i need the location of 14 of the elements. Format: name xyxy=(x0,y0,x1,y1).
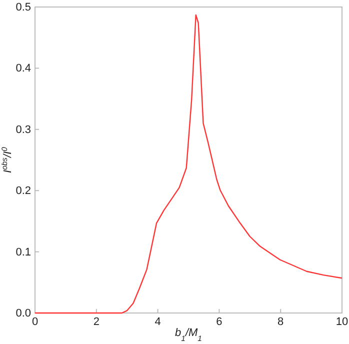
y-tick-label: 0.3 xyxy=(16,124,31,136)
line-series xyxy=(34,14,343,314)
y-tick-label: 0.4 xyxy=(16,62,31,75)
x-tick-label: 10 xyxy=(336,316,348,328)
x-tick-label: 0 xyxy=(32,316,38,328)
y-tick-label: 0.2 xyxy=(16,185,31,198)
y-tick-label: 0.1 xyxy=(16,246,31,258)
x-tick-label: 4 xyxy=(154,316,161,328)
y-tick-label: 0.0 xyxy=(16,308,31,320)
x-tick-label: 2 xyxy=(93,316,100,328)
x-axis-title: b$_{1}$/M$_{1}$ xyxy=(175,327,202,342)
y-tick-label: 0.5 xyxy=(16,2,31,14)
x-tick-label: 6 xyxy=(216,316,222,328)
x-tick-label: 8 xyxy=(278,316,284,328)
